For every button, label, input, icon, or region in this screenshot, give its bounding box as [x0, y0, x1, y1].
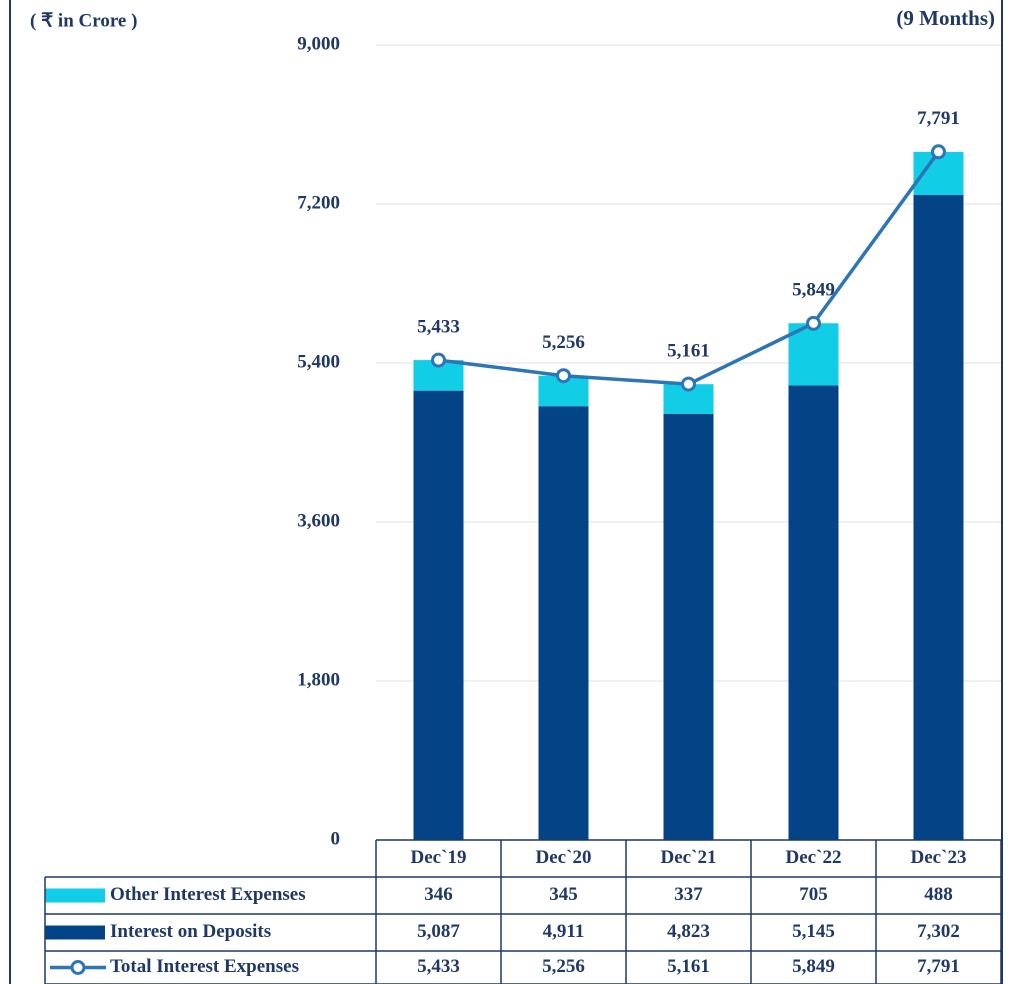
data-label: 5,849 — [792, 280, 835, 301]
table-cell: 705 — [799, 884, 828, 905]
y-tick-label: 3,600 — [297, 510, 340, 531]
table-cell: 5,256 — [542, 956, 585, 977]
x-tick-label: Dec`20 — [536, 847, 592, 868]
y-tick-label: 1,800 — [297, 669, 340, 690]
x-tick-label: Dec`19 — [411, 847, 467, 868]
table-cell: 5,433 — [417, 956, 460, 977]
table-cell: 7,302 — [917, 921, 960, 942]
table-cell: 4,911 — [543, 921, 585, 942]
line-marker — [681, 376, 696, 392]
legend-label: Total Interest Expenses — [110, 956, 299, 977]
legend-swatch — [45, 888, 105, 903]
table-cell: 5,087 — [417, 921, 460, 942]
data-label: 7,791 — [917, 108, 960, 129]
table-cell: 7,791 — [917, 956, 960, 977]
data-label: 5,433 — [417, 316, 460, 337]
y-tick-label: 9,000 — [297, 33, 340, 54]
table-cell: 488 — [924, 884, 953, 905]
bar-segment — [913, 194, 964, 841]
bar-segment — [788, 323, 839, 386]
x-tick-label: Dec`23 — [911, 847, 967, 868]
line-marker — [431, 352, 446, 368]
x-tick-label: Dec`22 — [786, 847, 842, 868]
legend-marker — [70, 960, 86, 975]
legend-swatch — [45, 925, 105, 940]
data-label: 5,256 — [542, 332, 585, 353]
line-marker — [556, 368, 571, 384]
table-cell: 5,161 — [667, 956, 710, 977]
bar-segment — [413, 390, 464, 840]
table-cell: 346 — [424, 884, 453, 905]
line-marker — [931, 144, 946, 160]
annotation: (9 Months) — [896, 6, 995, 30]
y-tick-label: 0 — [331, 828, 341, 849]
table-cell: 337 — [674, 884, 703, 905]
legend-label: Interest on Deposits — [110, 921, 271, 942]
y-tick-label: 5,400 — [297, 351, 340, 372]
legend-label: Other Interest Expenses — [110, 884, 306, 905]
line-marker — [806, 315, 821, 331]
bar-segment — [663, 413, 714, 840]
unit-label: ( ₹ in Crore ) — [30, 10, 137, 31]
table-cell: 4,823 — [667, 921, 710, 942]
x-tick-label: Dec`21 — [661, 847, 717, 868]
y-tick-label: 7,200 — [297, 192, 340, 213]
table-cell: 5,145 — [792, 921, 835, 942]
table-cell: 5,849 — [792, 956, 835, 977]
bar-segment — [788, 385, 839, 840]
bar-segment — [538, 406, 589, 840]
data-label: 5,161 — [667, 340, 710, 361]
table-cell: 345 — [549, 884, 578, 905]
